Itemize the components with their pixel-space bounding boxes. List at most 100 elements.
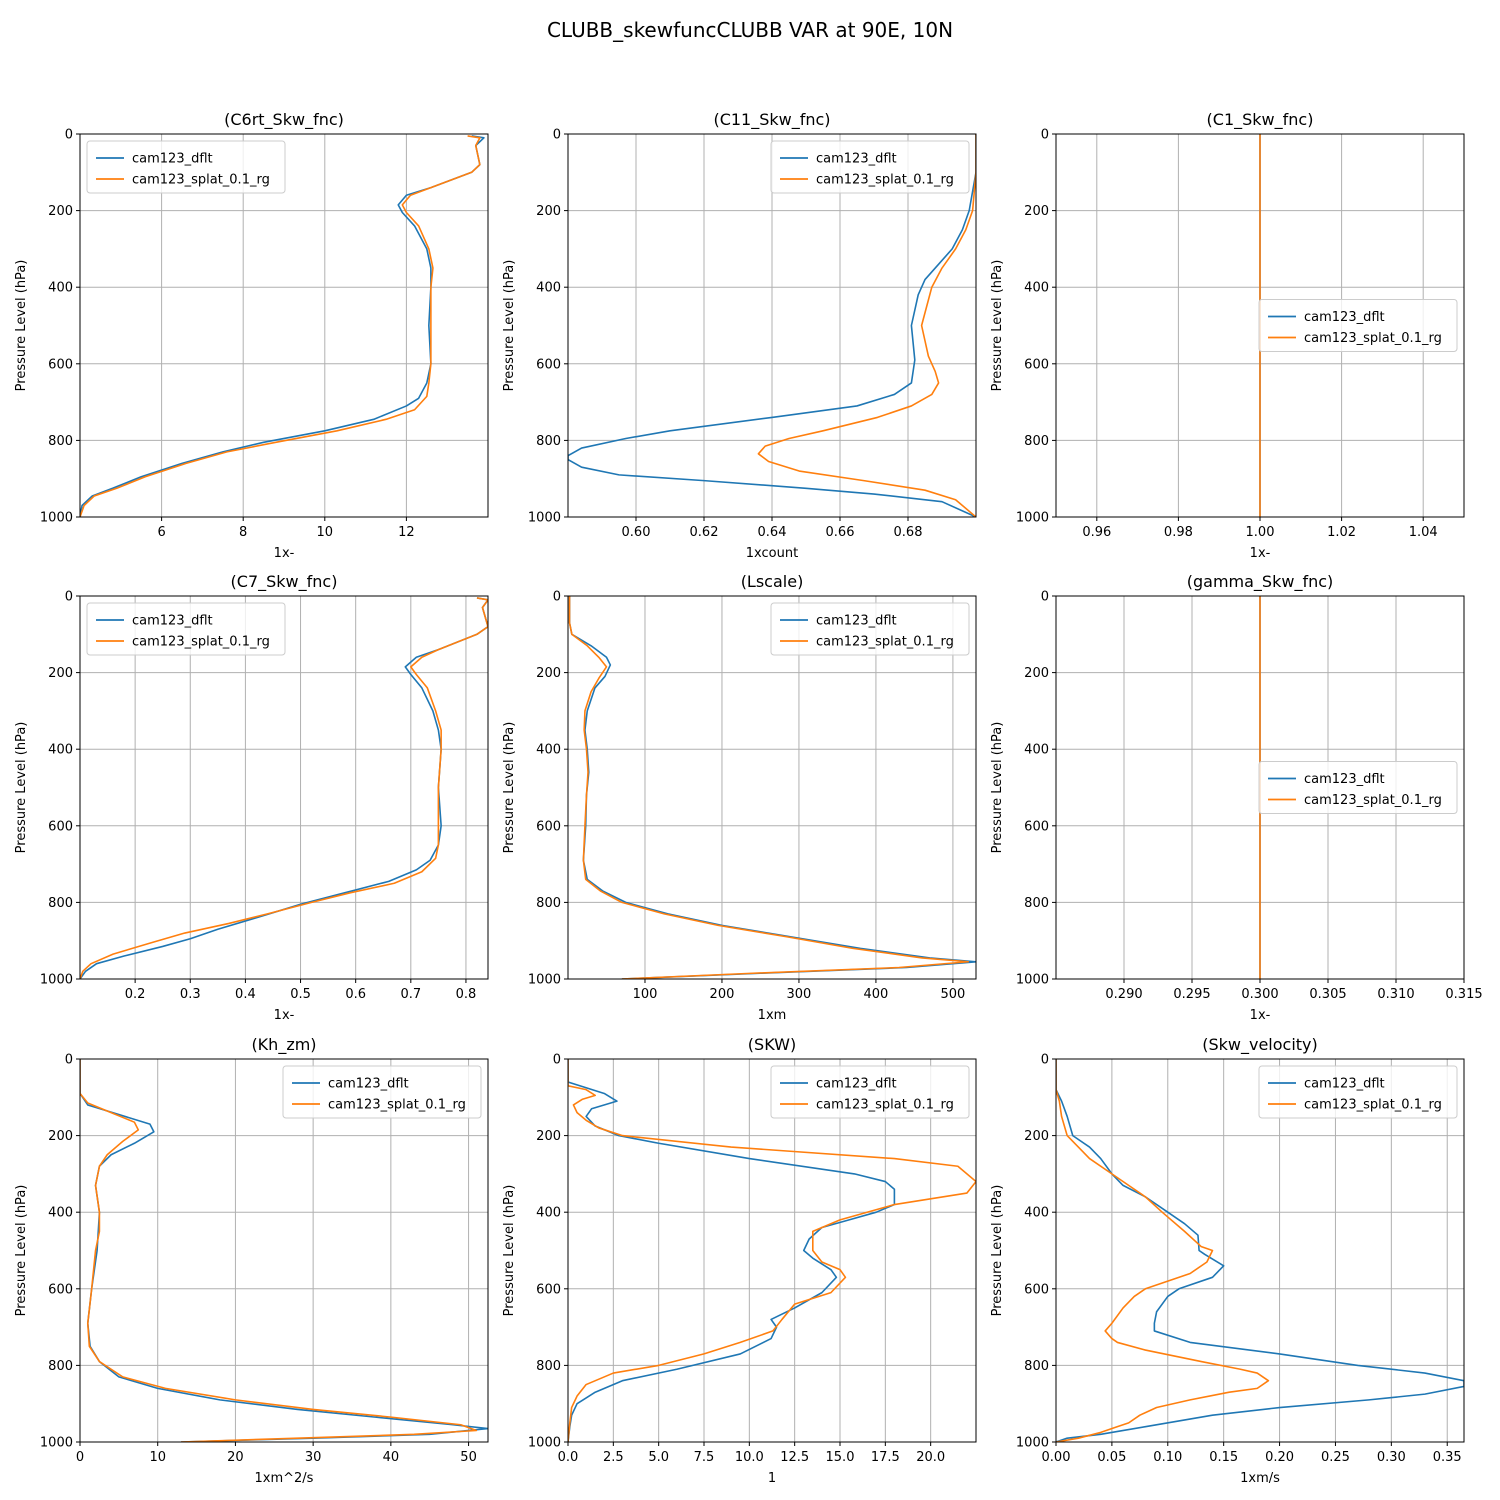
y-axis-label: Pressure Level (hPa) (502, 722, 517, 854)
x-tick-label: 30 (305, 1450, 322, 1465)
y-tick-label: 400 (536, 281, 561, 296)
axes-frame (79, 1058, 489, 1443)
x-tick-label: 0.310 (1377, 987, 1414, 1002)
x-tick-label: 6 (157, 525, 165, 540)
legend-label: cam123_splat_0.1_rg (1304, 331, 1442, 346)
y-tick-label: 600 (536, 1282, 561, 1297)
legend-box (1258, 299, 1458, 352)
y-tick-label: 0 (553, 590, 561, 605)
legend-label: cam123_dflt (132, 152, 213, 167)
x-tick-label: 0.96 (1082, 525, 1111, 540)
y-tick-label: 400 (1024, 1206, 1049, 1221)
x-tick-label: 0.05 (1097, 1450, 1126, 1465)
series-line-splat (1056, 1059, 1270, 1442)
x-tick-label: 0.00 (1042, 1450, 1071, 1465)
y-tick-label: 600 (48, 819, 73, 834)
legend-label: cam123_dflt (1304, 772, 1385, 787)
y-tick-label: 600 (1024, 357, 1049, 372)
legend-label: cam123_splat_0.1_rg (816, 635, 954, 650)
x-tick-label: 0.0 (558, 1450, 579, 1465)
x-tick-label: 0.2 (125, 987, 146, 1002)
x-tick-label: 17.5 (871, 1450, 900, 1465)
x-tick-label: 12.5 (780, 1450, 809, 1465)
y-tick-label: 1000 (1016, 973, 1049, 988)
x-tick-label: 0.25 (1321, 1450, 1350, 1465)
x-tick-label: 1.02 (1327, 525, 1356, 540)
y-tick-label: 400 (48, 743, 73, 758)
series-line-dflt (1056, 1059, 1464, 1442)
x-tick-label: 0.60 (622, 525, 651, 540)
x-tick-label: 0.7 (400, 987, 421, 1002)
y-axis-label: Pressure Level (hPa) (14, 1185, 29, 1317)
y-tick-label: 400 (536, 743, 561, 758)
x-tick-label: 0.20 (1265, 1450, 1294, 1465)
legend: cam123_dflt cam123_splat_0.1_rg (1258, 1065, 1458, 1119)
axes-frame (567, 595, 977, 980)
y-axis-label: Pressure Level (hPa) (990, 260, 1005, 392)
y-tick-label: 800 (48, 434, 73, 449)
y-tick-label: 800 (1024, 434, 1049, 449)
x-tick-label: 5.0 (648, 1450, 669, 1465)
legend-label: cam123_dflt (1304, 310, 1385, 325)
x-axis-label: 1x- (274, 546, 295, 561)
x-tick-label: 0.290 (1105, 987, 1142, 1002)
y-tick-label: 1000 (528, 511, 561, 526)
y-tick-label: 400 (48, 1206, 73, 1221)
legend-label: cam123_splat_0.1_rg (1304, 1098, 1442, 1113)
y-tick-label: 1000 (40, 973, 73, 988)
x-axis-label: 1 (768, 1471, 776, 1486)
series-line-splat (80, 135, 481, 517)
y-tick-label: 200 (1024, 1129, 1049, 1144)
series-line-dflt (568, 1059, 896, 1442)
subplot-title: (Lscale) (741, 572, 804, 591)
y-tick-label: 0 (553, 1053, 561, 1068)
x-tick-label: 0.30 (1377, 1450, 1406, 1465)
legend-box (770, 602, 970, 656)
x-tick-label: 7.5 (694, 1450, 715, 1465)
legend-box (1258, 761, 1458, 814)
legend-label: cam123_dflt (1304, 1077, 1385, 1092)
y-axis-label: Pressure Level (hPa) (14, 260, 29, 392)
legend-label: cam123_splat_0.1_rg (816, 173, 954, 188)
axes-frame (1055, 1058, 1465, 1443)
legend: cam123_dflt cam123_splat_0.1_rg (770, 140, 970, 194)
legend-box (86, 602, 286, 656)
y-tick-label: 600 (1024, 819, 1049, 834)
x-tick-label: 0.98 (1164, 525, 1193, 540)
y-tick-label: 800 (536, 1359, 561, 1374)
y-axis-label: Pressure Level (hPa) (502, 1185, 517, 1317)
legend-label: cam123_splat_0.1_rg (816, 1098, 954, 1113)
x-tick-label: 8 (239, 525, 247, 540)
subplot-title: (C11_Skw_fnc) (713, 110, 830, 130)
legend-box (770, 140, 970, 194)
legend-label: cam123_dflt (816, 1077, 897, 1092)
x-tick-label: 0.66 (826, 525, 855, 540)
y-tick-label: 200 (536, 204, 561, 219)
x-tick-label: 0.64 (758, 525, 787, 540)
x-tick-label: 0.15 (1209, 1450, 1238, 1465)
x-tick-label: 0.300 (1241, 987, 1278, 1002)
series-line-splat (568, 596, 970, 979)
subplot-title: (SKW) (748, 1035, 796, 1054)
y-tick-label: 1000 (40, 1436, 73, 1451)
subplot-0: 6 8 10 12 0 200 400 600 800 1000 (C6rt_Skw_fnc) 1x-… (14, 110, 489, 561)
x-tick-label: 15.0 (826, 1450, 855, 1465)
x-tick-label: 0.10 (1153, 1450, 1182, 1465)
x-tick-label: 0.62 (690, 525, 719, 540)
x-tick-label: 0.5 (290, 987, 311, 1002)
y-tick-label: 200 (1024, 204, 1049, 219)
legend: cam123_dflt cam123_splat_0.1_rg (282, 1065, 482, 1119)
legend-box (770, 1065, 970, 1119)
legend-label: cam123_splat_0.1_rg (328, 1098, 466, 1113)
y-tick-label: 800 (48, 896, 73, 911)
x-tick-label: 1.04 (1409, 525, 1438, 540)
y-tick-label: 400 (536, 1206, 561, 1221)
y-tick-label: 800 (48, 1359, 73, 1374)
axes-frame (567, 1058, 977, 1443)
y-tick-label: 200 (1024, 666, 1049, 681)
x-tick-label: 500 (940, 987, 965, 1002)
subplot-title: (C1_Skw_fnc) (1207, 110, 1314, 130)
x-tick-label: 1.00 (1246, 525, 1275, 540)
y-tick-label: 200 (48, 666, 73, 681)
